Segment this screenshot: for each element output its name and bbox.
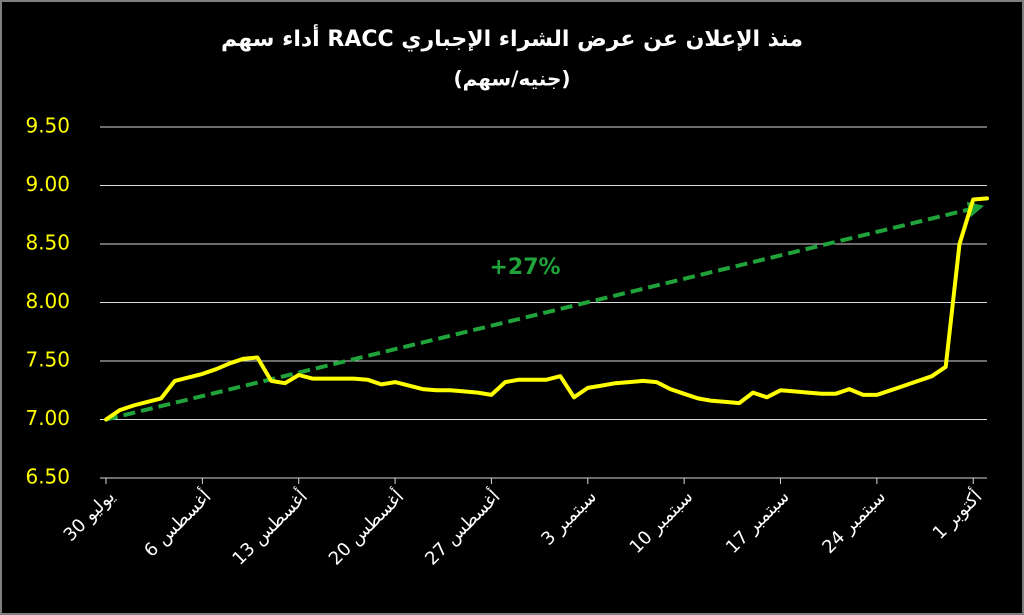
chart-subtitle: (جنيه/سهم): [453, 67, 570, 91]
y-tick-label: 6.50: [25, 465, 70, 489]
y-tick-label: 7.00: [25, 406, 70, 430]
y-tick-label: 8.00: [25, 289, 70, 313]
chart-title: أداء سهم RACC منذ الإعلان عن عرض الشراء …: [221, 23, 803, 52]
y-tick-label: 9.00: [25, 172, 70, 196]
annotation: +27%: [489, 255, 560, 280]
trend-arrow: [105, 201, 985, 422]
y-tick-label: 8.50: [25, 231, 70, 255]
y-tick-label: 9.50: [25, 114, 70, 138]
price-line: [104, 196, 989, 422]
y-tick-label: 7.50: [25, 348, 70, 372]
